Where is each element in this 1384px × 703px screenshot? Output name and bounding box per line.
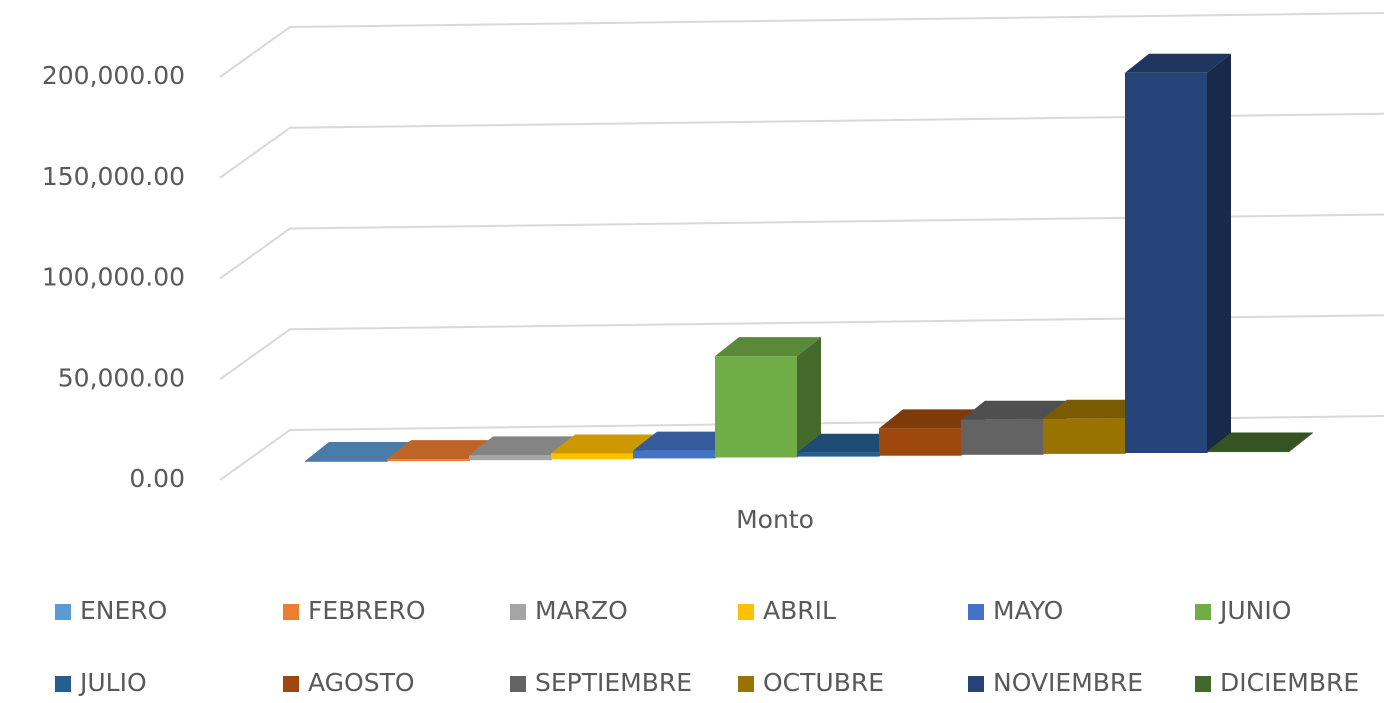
bar-top: [633, 431, 739, 451]
legend-swatch: [55, 604, 71, 620]
bar-top: [797, 433, 903, 453]
legend-label: AGOSTO: [308, 668, 415, 697]
grid-line: [219, 314, 1384, 381]
bar-top: [715, 337, 821, 357]
bar-side: [1289, 432, 1313, 453]
y-tick-label: 50,000.00: [58, 363, 185, 392]
legend-label: ABRIL: [763, 596, 836, 625]
bar: [961, 419, 1043, 455]
bar: [469, 455, 551, 461]
bar-top: [469, 436, 575, 456]
x-tick-label: Monto: [736, 505, 814, 534]
y-tick-label: 200,000.00: [42, 61, 185, 90]
bar: [1043, 418, 1125, 454]
y-tick-label: 100,000.00: [42, 263, 185, 292]
legend-label: JULIO: [78, 668, 147, 697]
bar-top: [551, 434, 657, 454]
bar-side: [1207, 53, 1231, 453]
legend-swatch: [283, 604, 299, 620]
bar: [1125, 72, 1207, 453]
bar-top: [387, 440, 493, 460]
bar: [715, 356, 797, 458]
legend-label: ENERO: [80, 596, 167, 625]
grid-line: [219, 12, 1384, 78]
legend-swatch: [510, 676, 526, 692]
bar: [387, 459, 469, 462]
legend-swatch: [55, 676, 71, 692]
bar-top: [1125, 53, 1231, 73]
legend-label: MAYO: [993, 596, 1063, 625]
grid-line: [219, 112, 1384, 179]
legend-swatch: [738, 676, 754, 692]
bar-side: [797, 337, 821, 458]
legend-swatch: [1195, 676, 1211, 692]
bar: [551, 453, 633, 460]
legend-swatch: [1195, 604, 1211, 620]
bar-top: [1043, 399, 1149, 419]
bar: [879, 428, 961, 456]
legend-label: JUNIO: [1218, 596, 1291, 625]
legend-label: NOVIEMBRE: [993, 668, 1143, 697]
legend-swatch: [510, 604, 526, 620]
y-tick-label: 0.00: [129, 464, 185, 493]
y-tick-label: 150,000.00: [42, 162, 185, 191]
bar: [305, 461, 387, 462]
bar: [797, 452, 879, 457]
bar: [1207, 451, 1289, 453]
legend-label: SEPTIEMBRE: [535, 668, 692, 697]
bar-top: [961, 400, 1067, 420]
bar-top: [1207, 432, 1313, 452]
legend-swatch: [283, 676, 299, 692]
bar: [633, 450, 715, 459]
legend-label: DICIEMBRE: [1220, 668, 1359, 697]
legend-label: OCTUBRE: [763, 668, 884, 697]
bar-top: [879, 409, 985, 429]
legend-swatch: [968, 676, 984, 692]
legend-label: FEBRERO: [308, 596, 426, 625]
bar-top: [305, 442, 411, 462]
legend-swatch: [968, 604, 984, 620]
grid-line: [219, 213, 1384, 280]
legend-label: MARZO: [535, 596, 628, 625]
legend-swatch: [738, 604, 754, 620]
